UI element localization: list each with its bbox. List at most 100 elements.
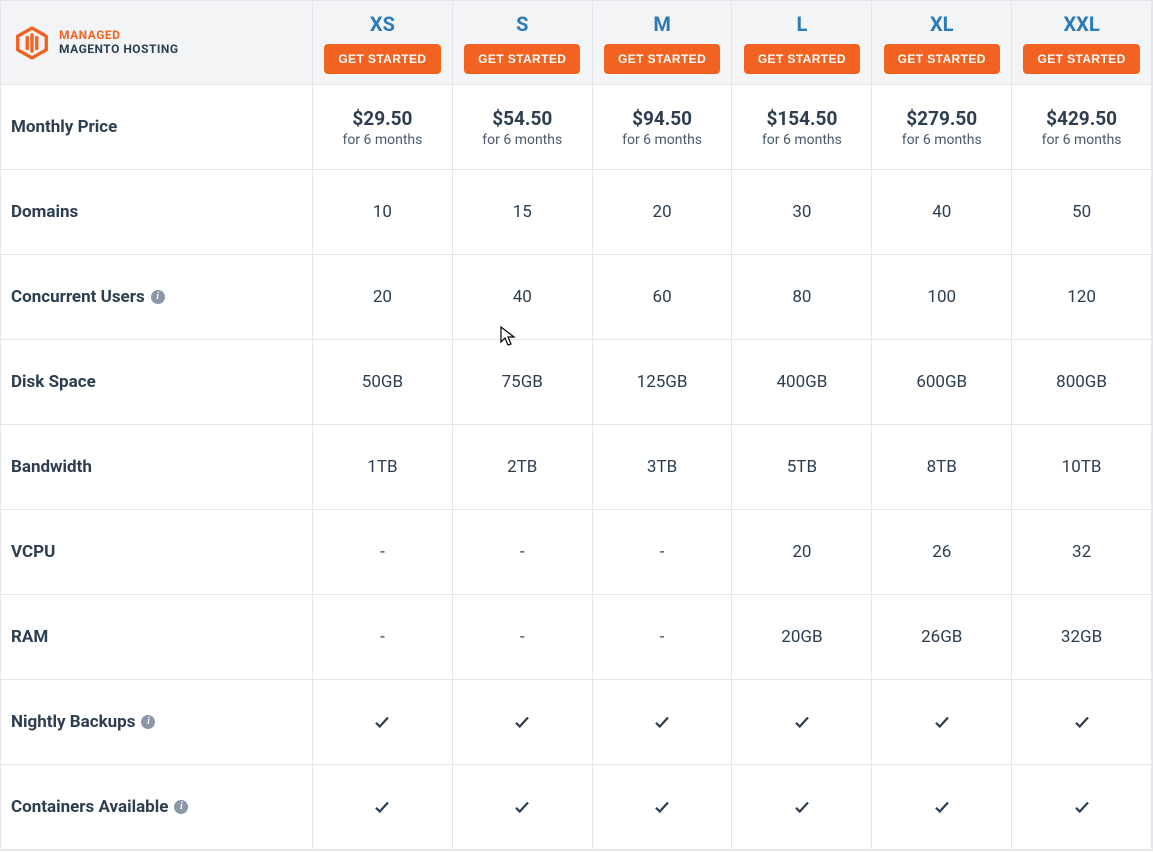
cell-value: - — [453, 595, 593, 680]
cell-check — [1012, 680, 1152, 765]
cell-value: - — [593, 595, 733, 680]
cell-value: 400GB — [732, 340, 872, 425]
check-icon — [793, 798, 811, 816]
feature-label: Nightly Backups — [11, 712, 135, 732]
cell-value: 15 — [453, 170, 593, 255]
row-label-disk-space: Disk Space — [1, 340, 313, 425]
cell-price: $279.50for 6 months — [872, 85, 1012, 170]
row-label-nightly-backups: Nightly Backups i — [1, 680, 313, 765]
get-started-button[interactable]: GET STARTED — [324, 44, 440, 74]
get-started-button[interactable]: GET STARTED — [1023, 44, 1139, 74]
brand-bottom-label: MAGENTO HOSTING — [59, 43, 179, 57]
plan-header-m: M GET STARTED — [593, 1, 733, 85]
cell-value: 80 — [732, 255, 872, 340]
cell-price: $429.50for 6 months — [1012, 85, 1152, 170]
feature-label: RAM — [11, 627, 48, 647]
cell-value: 8TB — [872, 425, 1012, 510]
check-icon — [1073, 798, 1091, 816]
cell-check — [732, 765, 872, 850]
plan-name: L — [796, 12, 807, 36]
row-label-ram: RAM — [1, 595, 313, 680]
check-icon — [653, 798, 671, 816]
header-brand-cell: MANAGED MAGENTO HOSTING — [1, 1, 313, 85]
plan-name: XL — [930, 12, 954, 36]
info-icon[interactable]: i — [151, 290, 165, 304]
plan-header-l: L GET STARTED — [732, 1, 872, 85]
cell-value: 125GB — [593, 340, 733, 425]
cell-check — [593, 765, 733, 850]
cell-check — [313, 680, 453, 765]
cell-value: - — [313, 510, 453, 595]
check-icon — [933, 798, 951, 816]
feature-label: Monthly Price — [11, 117, 117, 137]
cell-value: 26 — [872, 510, 1012, 595]
get-started-button[interactable]: GET STARTED — [884, 44, 1000, 74]
feature-label: Disk Space — [11, 372, 96, 392]
feature-label: Containers Available — [11, 797, 168, 817]
plan-name: XXL — [1063, 12, 1099, 36]
plan-header-xxl: XXL GET STARTED — [1012, 1, 1152, 85]
cell-value: 32 — [1012, 510, 1152, 595]
cell-check — [1012, 765, 1152, 850]
cell-value: 32GB — [1012, 595, 1152, 680]
cell-value: 1TB — [313, 425, 453, 510]
cell-value: 100 — [872, 255, 1012, 340]
cell-check — [872, 765, 1012, 850]
get-started-button[interactable]: GET STARTED — [464, 44, 580, 74]
row-label-domains: Domains — [1, 170, 313, 255]
cell-check — [593, 680, 733, 765]
cell-value: 2TB — [453, 425, 593, 510]
check-icon — [373, 713, 391, 731]
cell-value: 3TB — [593, 425, 733, 510]
check-icon — [793, 713, 811, 731]
feature-label: Domains — [11, 202, 78, 222]
cell-value: 50 — [1012, 170, 1152, 255]
cell-check — [313, 765, 453, 850]
cell-value: - — [593, 510, 733, 595]
feature-label: VCPU — [11, 542, 55, 562]
get-started-button[interactable]: GET STARTED — [744, 44, 860, 74]
row-label-vcpu: VCPU — [1, 510, 313, 595]
cell-price: $54.50for 6 months — [453, 85, 593, 170]
plan-header-xl: XL GET STARTED — [872, 1, 1012, 85]
plan-header-s: S GET STARTED — [453, 1, 593, 85]
cell-price: $29.50for 6 months — [313, 85, 453, 170]
get-started-button[interactable]: GET STARTED — [604, 44, 720, 74]
feature-label: Bandwidth — [11, 457, 92, 477]
plan-name: S — [516, 12, 528, 36]
cell-value: 5TB — [732, 425, 872, 510]
brand-top-label: MANAGED — [59, 29, 179, 43]
cell-value: 20 — [593, 170, 733, 255]
info-icon[interactable]: i — [174, 800, 188, 814]
cell-value: 40 — [453, 255, 593, 340]
magento-icon — [15, 26, 49, 60]
cell-price: $94.50for 6 months — [593, 85, 733, 170]
cell-value: 75GB — [453, 340, 593, 425]
cell-value: 60 — [593, 255, 733, 340]
row-label-monthly-price: Monthly Price — [1, 85, 313, 170]
cell-check — [453, 765, 593, 850]
plan-name: XS — [370, 12, 395, 36]
pricing-table: MANAGED MAGENTO HOSTING XS GET STARTED S… — [0, 0, 1153, 851]
row-label-concurrent-users: Concurrent Users i — [1, 255, 313, 340]
cell-check — [872, 680, 1012, 765]
cell-value: 20GB — [732, 595, 872, 680]
feature-label: Concurrent Users — [11, 287, 145, 307]
check-icon — [1073, 713, 1091, 731]
check-icon — [653, 713, 671, 731]
info-icon[interactable]: i — [141, 715, 155, 729]
cell-value: 40 — [872, 170, 1012, 255]
check-icon — [513, 798, 531, 816]
cell-value: 120 — [1012, 255, 1152, 340]
cell-value: 800GB — [1012, 340, 1152, 425]
cell-value: 30 — [732, 170, 872, 255]
cell-value: 20 — [732, 510, 872, 595]
row-label-containers-available: Containers Available i — [1, 765, 313, 850]
plan-header-xs: XS GET STARTED — [313, 1, 453, 85]
cell-value: - — [453, 510, 593, 595]
cell-value: - — [313, 595, 453, 680]
check-icon — [933, 713, 951, 731]
cell-value: 20 — [313, 255, 453, 340]
plan-name: M — [653, 12, 671, 36]
cell-value: 50GB — [313, 340, 453, 425]
